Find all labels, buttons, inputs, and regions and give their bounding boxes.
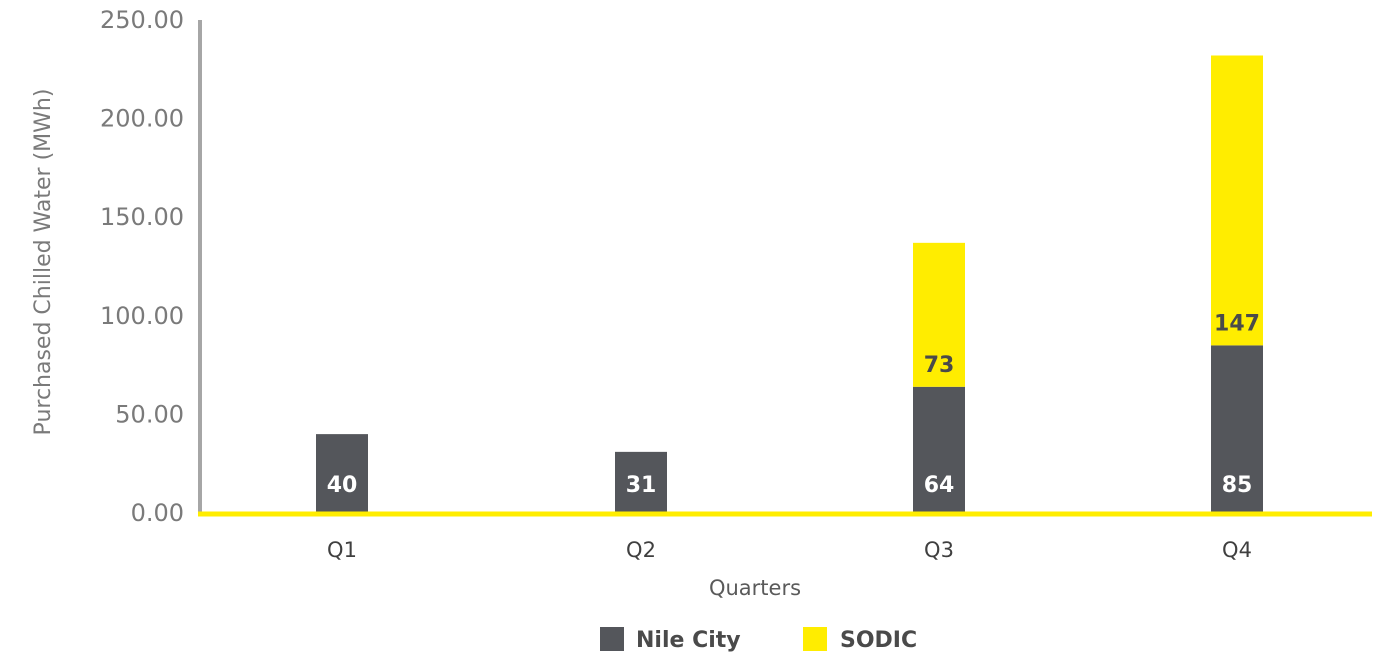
y-tick-label: 0.00 xyxy=(131,499,184,527)
x-tick-label: Q4 xyxy=(1222,538,1252,562)
data-label: 40 xyxy=(327,473,358,498)
y-tick-labels: 0.00 50.00 100.00 150.00 200.00 250.00 xyxy=(100,6,184,527)
x-axis-title: Quarters xyxy=(709,576,801,600)
x-tick-labels: Q1 Q2 Q3 Q4 xyxy=(327,538,1252,562)
bar-nile-city-q2 xyxy=(615,451,667,513)
bar-sodic-q3 xyxy=(913,242,965,387)
x-tick-label: Q1 xyxy=(327,538,357,562)
y-tick-label: 150.00 xyxy=(100,203,184,231)
x-tick-label: Q2 xyxy=(626,538,656,562)
bar-nile-city-q3 xyxy=(913,386,965,513)
legend-label-sodic: SODIC xyxy=(840,628,917,653)
data-label: 73 xyxy=(924,353,955,378)
bar-nile-city-q4 xyxy=(1211,345,1263,513)
data-label: 64 xyxy=(924,473,955,498)
legend-swatch-nile-city xyxy=(600,627,624,651)
y-tick-label: 100.00 xyxy=(100,302,184,330)
bar-sodic-q4 xyxy=(1211,55,1263,346)
x-tick-label: Q3 xyxy=(924,538,954,562)
data-label: 31 xyxy=(626,473,657,498)
y-tick-label: 250.00 xyxy=(100,6,184,34)
data-label: 147 xyxy=(1214,311,1260,336)
bars: 40 31 64 73 85 147 xyxy=(316,55,1263,513)
y-tick-label: 50.00 xyxy=(115,400,184,428)
bar-nile-city-q1 xyxy=(316,434,368,513)
data-label: 85 xyxy=(1222,473,1253,498)
y-axis-title: Purchased Chilled Water (MWh) xyxy=(31,89,56,436)
legend-label-nile-city: Nile City xyxy=(636,628,741,653)
legend: Nile City SODIC xyxy=(600,627,917,653)
y-tick-label: 200.00 xyxy=(100,105,184,133)
legend-swatch-sodic xyxy=(803,627,827,651)
